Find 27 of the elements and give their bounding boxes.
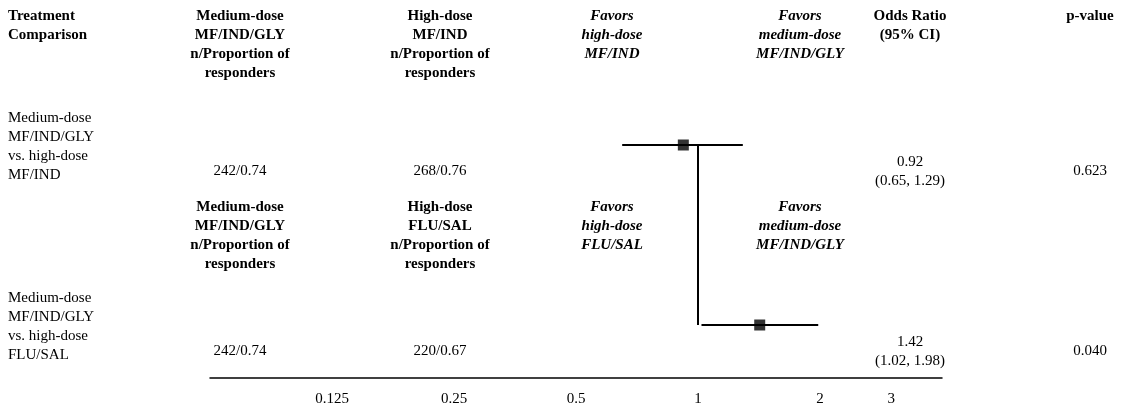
annotation: Medium-dose MF/IND/GLY n/Proportion of responders: [190, 197, 291, 271]
annotation: Favors high-dose FLU/SAL: [580, 197, 643, 252]
y-tick-label: Medium-dose MF/IND/GLY vs. high-dose FLU/SAL: [8, 288, 95, 362]
annotation: Medium-dose MF/IND/GLY n/Proportion of responders: [190, 6, 291, 80]
y-tick-label: Medium-dose MF/IND/GLY vs. high-dose MF/IND: [8, 108, 95, 182]
text: Odds Ratio (95% CI): [873, 6, 947, 43]
x-tick-label: 0.125: [315, 389, 349, 406]
annotation: 220/0.67: [413, 342, 467, 358]
x-tick-label: 0.5: [566, 389, 586, 406]
annotation: 242/0.74: [213, 162, 267, 178]
text: 0.040: [1073, 342, 1107, 358]
text: p-value: [1066, 6, 1115, 23]
x-tick-label: 2: [816, 389, 824, 406]
annotation: High-dose FLU/SAL n/Proportion of responders: [390, 197, 491, 271]
text: Treatment Comparison: [8, 6, 88, 42]
x-tick-label: 0.25: [440, 389, 468, 406]
annotation: 0.92 (0.65, 1.29): [875, 152, 945, 189]
annotation: 1.42 (1.02, 1.98): [875, 332, 945, 369]
annotation: 268/0.76: [413, 162, 467, 178]
annotation: Favors medium-dose MF/IND/GLY: [755, 197, 846, 252]
annotation: Favors high-dose MF/IND: [581, 6, 643, 61]
annotation: 242/0.74: [213, 342, 267, 358]
x-tick-label: 3: [887, 389, 896, 406]
annotation: High-dose MF/IND n/Proportion of responders: [390, 6, 491, 80]
x-tick-label: 1: [694, 389, 702, 406]
text: 0.623: [1073, 162, 1107, 178]
annotation: Favors medium-dose MF/IND/GLY: [755, 6, 846, 61]
